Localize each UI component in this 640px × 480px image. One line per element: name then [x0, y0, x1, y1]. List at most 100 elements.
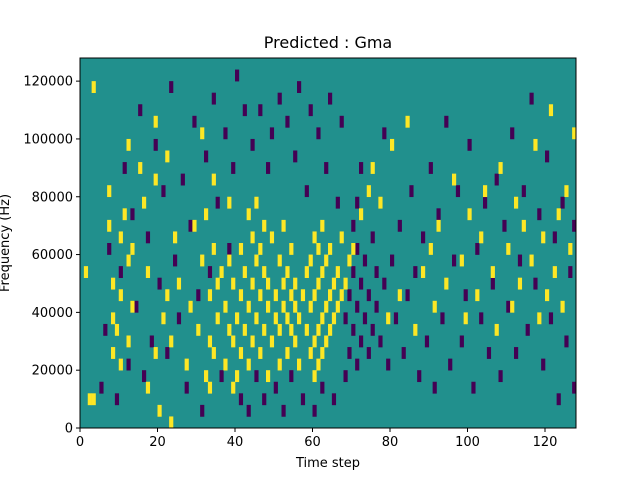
- heatmap-cell-high: [130, 300, 135, 313]
- heatmap-cell-high: [87, 393, 92, 406]
- heatmap-cell-low: [459, 335, 464, 348]
- heatmap-cell-low: [297, 81, 302, 93]
- heatmap-cell-high: [312, 370, 317, 383]
- heatmap-cell-low: [165, 347, 170, 359]
- heatmap-cell-high: [173, 231, 178, 244]
- heatmap-cell-high: [490, 266, 495, 278]
- heatmap-cell-high: [370, 162, 375, 174]
- heatmap-cell-high: [262, 323, 267, 336]
- heatmap-cell-high: [312, 231, 317, 244]
- heatmap-cell-low: [281, 404, 286, 417]
- heatmap-cell-high: [207, 289, 213, 302]
- heatmap-cell-high: [568, 243, 573, 255]
- heatmap-cell-high: [428, 243, 433, 255]
- heatmap-cell-low: [188, 219, 193, 232]
- heatmap-cell-high: [111, 312, 116, 325]
- heatmap-cell-high: [242, 266, 247, 278]
- heatmap-cell-low: [153, 138, 158, 151]
- heatmap-cell-low: [397, 219, 402, 232]
- heatmap-cell-low: [343, 312, 348, 325]
- x-tick-label: 100: [455, 435, 480, 450]
- heatmap-cell-high: [238, 289, 244, 302]
- heatmap-cell-high: [126, 335, 131, 348]
- heatmap-cell-low: [134, 300, 139, 313]
- heatmap-cell-low: [455, 185, 461, 198]
- heatmap-cell-low: [351, 219, 356, 232]
- heatmap-cell-low: [200, 404, 205, 417]
- heatmap-cell-low: [521, 185, 526, 198]
- heatmap-cell-high: [269, 231, 275, 244]
- heatmap-cell-high: [223, 300, 228, 313]
- heatmap-cell-low: [273, 381, 278, 394]
- heatmap-cell-high: [266, 277, 271, 290]
- heatmap-cell-high: [483, 185, 488, 198]
- heatmap-cell-high: [211, 173, 216, 186]
- heatmap-cell-low: [223, 127, 228, 140]
- heatmap-cell-high: [250, 231, 255, 244]
- heatmap-cell-high: [510, 300, 515, 313]
- heatmap-cell-low: [142, 370, 147, 383]
- heatmap-cell-low: [498, 370, 503, 383]
- y-tick-label: 0: [65, 422, 73, 437]
- heatmap-cell-high: [246, 208, 251, 221]
- heatmap-cell-high: [517, 277, 523, 290]
- heatmap-cell-high: [165, 150, 170, 163]
- heatmap-cell-high: [467, 208, 472, 221]
- heatmap-cell-high: [223, 358, 228, 371]
- heatmap-cell-high: [227, 323, 232, 336]
- heatmap-cell-high: [293, 277, 298, 290]
- heatmap-cell-high: [138, 162, 143, 174]
- heatmap-cell-high: [204, 208, 209, 221]
- heatmap-cell-low: [215, 196, 220, 209]
- heatmap-cell-high: [266, 300, 271, 313]
- heatmap-cell-low: [568, 266, 573, 278]
- heatmap-cell-high: [281, 219, 286, 232]
- heatmap-cell-low: [490, 277, 495, 290]
- heatmap-cell-high: [107, 185, 112, 198]
- heatmap-cell-low: [436, 208, 441, 221]
- heatmap-cell-high: [126, 254, 131, 267]
- heatmap-cell-high: [231, 381, 236, 394]
- heatmap-cell-low: [409, 185, 414, 198]
- heatmap-cell-high: [359, 208, 364, 221]
- x-tick-label: 80: [382, 435, 399, 450]
- heatmap-cell-high: [324, 335, 329, 348]
- y-tick-label: 20000: [32, 364, 73, 379]
- heatmap-cell-high: [331, 277, 337, 290]
- heatmap-cell-high: [238, 347, 244, 359]
- heatmap-cell-high: [277, 254, 282, 267]
- heatmap-cell-low: [556, 393, 561, 406]
- heatmap-cell-low: [355, 243, 360, 255]
- heatmap-cell-high: [118, 358, 123, 371]
- heatmap-cell-low: [266, 162, 271, 174]
- heatmap-cell-high: [238, 243, 244, 255]
- heatmap-cell-high: [339, 231, 344, 244]
- heatmap-cell-low: [366, 347, 371, 359]
- heatmap-cell-low: [308, 104, 313, 117]
- heatmap-cell-high: [262, 219, 267, 232]
- heatmap-cell-low: [246, 404, 251, 417]
- heatmap-cell-low: [149, 335, 154, 348]
- heatmap-cell-high: [153, 115, 158, 128]
- heatmap-cell-high: [258, 243, 263, 255]
- heatmap-cell-low: [184, 381, 189, 394]
- heatmap-cell-low: [355, 196, 360, 209]
- heatmap-cell-high: [444, 277, 449, 290]
- heatmap-cell-low: [471, 381, 476, 394]
- heatmap-cell-high: [397, 289, 402, 302]
- heatmap-cell-low: [393, 312, 399, 325]
- heatmap-cell-high: [324, 254, 329, 267]
- heatmap-cell-low: [572, 219, 577, 232]
- heatmap-cell-low: [483, 196, 488, 209]
- heatmap-cell-low: [258, 104, 263, 117]
- heatmap-cell-low: [378, 335, 383, 348]
- heatmap-cell-low: [130, 208, 135, 221]
- heatmap-cell-high: [118, 231, 123, 244]
- heatmap-cell-low: [250, 138, 255, 151]
- heatmap-cell-low: [269, 127, 275, 140]
- heatmap-cell-high: [366, 185, 371, 198]
- heatmap-cell-high: [107, 219, 112, 232]
- heatmap-cell-high: [293, 300, 298, 313]
- heatmap-cell-high: [289, 323, 294, 336]
